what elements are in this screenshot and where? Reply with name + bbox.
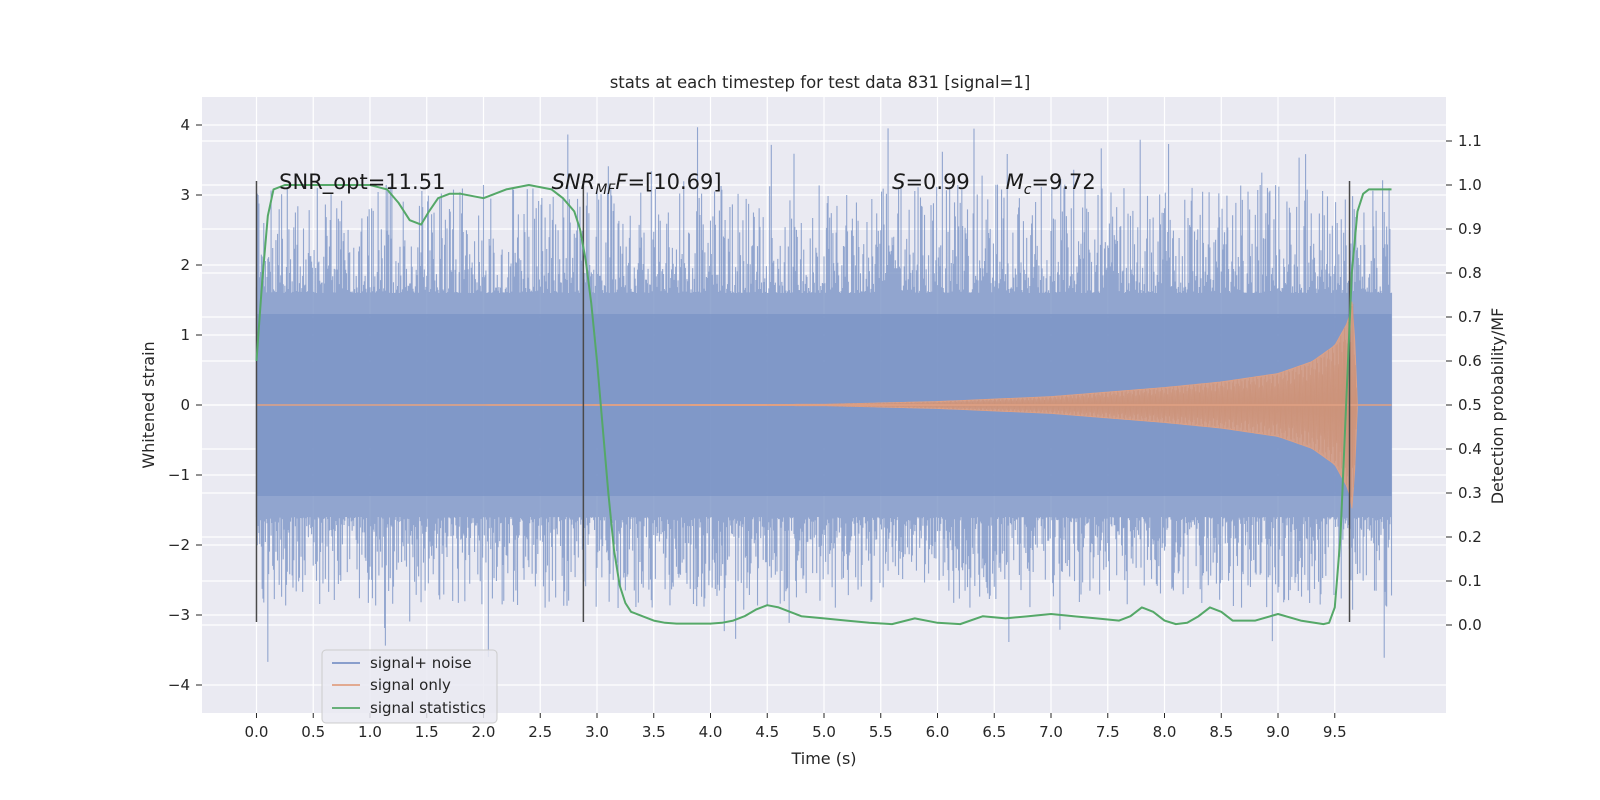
- chirp-oscillation: [766, 303, 1358, 498]
- x-tick-label-4: 2.0: [472, 723, 496, 741]
- x-tick-label-15: 7.5: [1096, 723, 1120, 741]
- chart-title: stats at each timestep for test data 831…: [610, 73, 1031, 92]
- x-tick-label-13: 6.5: [982, 723, 1006, 741]
- y-tick-label-6: −2: [168, 536, 190, 554]
- y2-tick-label-1: 1.0: [1458, 176, 1482, 194]
- x-tick-label-5: 2.5: [528, 723, 552, 741]
- x-tick-label-6: 3.0: [585, 723, 609, 741]
- y-tick-label-7: −3: [168, 606, 190, 624]
- annotation-1: SNRMFF=[10.69]: [552, 170, 722, 198]
- y2-tick-label-3: 0.8: [1458, 264, 1482, 282]
- x-tick-label-8: 4.0: [699, 723, 723, 741]
- x-tick-label-1: 0.5: [301, 723, 325, 741]
- x-tick-label-11: 5.5: [869, 723, 893, 741]
- y2-tick-label-11: 0.0: [1458, 616, 1482, 634]
- y-axis-label: Whitened strain: [139, 341, 158, 468]
- annotation-0: SNR_opt=11.51: [279, 170, 445, 195]
- x-tick-label-7: 3.5: [642, 723, 666, 741]
- y-tick-label-8: −4: [168, 676, 190, 694]
- x-tick-label-10: 5.0: [812, 723, 836, 741]
- y2-tick-label-6: 0.5: [1458, 396, 1482, 414]
- x-tick-label-2: 1.0: [358, 723, 382, 741]
- y2-tick-label-9: 0.2: [1458, 528, 1482, 546]
- x-tick-label-16: 8.0: [1153, 723, 1177, 741]
- x-tick-label-14: 7.0: [1039, 723, 1063, 741]
- vertical-markers: [255, 181, 1351, 622]
- y-axis-left-ticks: 4 3 2 1 0 −1 −2 −3 −4: [168, 116, 202, 694]
- y-tick-label-0: 4: [180, 116, 190, 134]
- x-tick-label-19: 9.5: [1323, 723, 1347, 741]
- legend-label-signal-only: signal only: [370, 676, 451, 694]
- y2-tick-label-0: 1.1: [1458, 132, 1482, 150]
- series-signal-statistics: [255, 184, 1392, 626]
- y-axis-right-ticks: 1.1 1.0 0.9 0.8 0.7 0.6 0.5 0.4 0.3 0.2 0.1 0.0: [1446, 132, 1482, 634]
- y-tick-label-2: 2: [180, 256, 190, 274]
- legend-box: [321, 649, 498, 724]
- annotations: SNR_opt=11.51 SNRMFF=[10.69] S=0.99 Mc=9.72: [279, 170, 1096, 198]
- y-tick-label-3: 1: [180, 326, 190, 344]
- x-axis-ticks: 0.0 0.5 1.0 1.5 2.0 2.5 3.0 3.5 4.0 4.5 5.0 5.5 6.0 6…: [245, 713, 1347, 741]
- x-tick-label-0: 0.0: [245, 723, 269, 741]
- annotation-2: S=0.99: [892, 170, 970, 194]
- y-tick-label-1: 3: [180, 186, 190, 204]
- x-tick-label-17: 8.5: [1209, 723, 1233, 741]
- y2-tick-label-2: 0.9: [1458, 220, 1482, 238]
- x-tick-label-12: 6.0: [926, 723, 950, 741]
- x-axis-label: Time (s): [790, 749, 856, 768]
- y-tick-label-5: −1: [168, 466, 190, 484]
- y-tick-label-4: 0: [180, 396, 190, 414]
- x-tick-label-3: 1.5: [415, 723, 439, 741]
- plot-area: [202, 97, 1446, 713]
- annotation-3: Mc=9.72: [1006, 170, 1096, 198]
- y2-axis-label: Detection probability/MF: [1488, 308, 1507, 505]
- y2-tick-label-8: 0.3: [1458, 484, 1482, 502]
- x-tick-label-18: 9.0: [1266, 723, 1290, 741]
- statistics-line: [255, 184, 1392, 626]
- y2-tick-label-7: 0.4: [1458, 440, 1482, 458]
- legend: signal+ noise signal only signal statist…: [321, 649, 498, 724]
- x-tick-label-9: 4.5: [755, 723, 779, 741]
- y2-tick-label-4: 0.7: [1458, 308, 1482, 326]
- y2-tick-label-5: 0.6: [1458, 352, 1482, 370]
- legend-label-signal-statistics: signal statistics: [370, 699, 486, 717]
- legend-label-signal-plus-noise: signal+ noise: [370, 654, 472, 672]
- y2-tick-label-10: 0.1: [1458, 572, 1482, 590]
